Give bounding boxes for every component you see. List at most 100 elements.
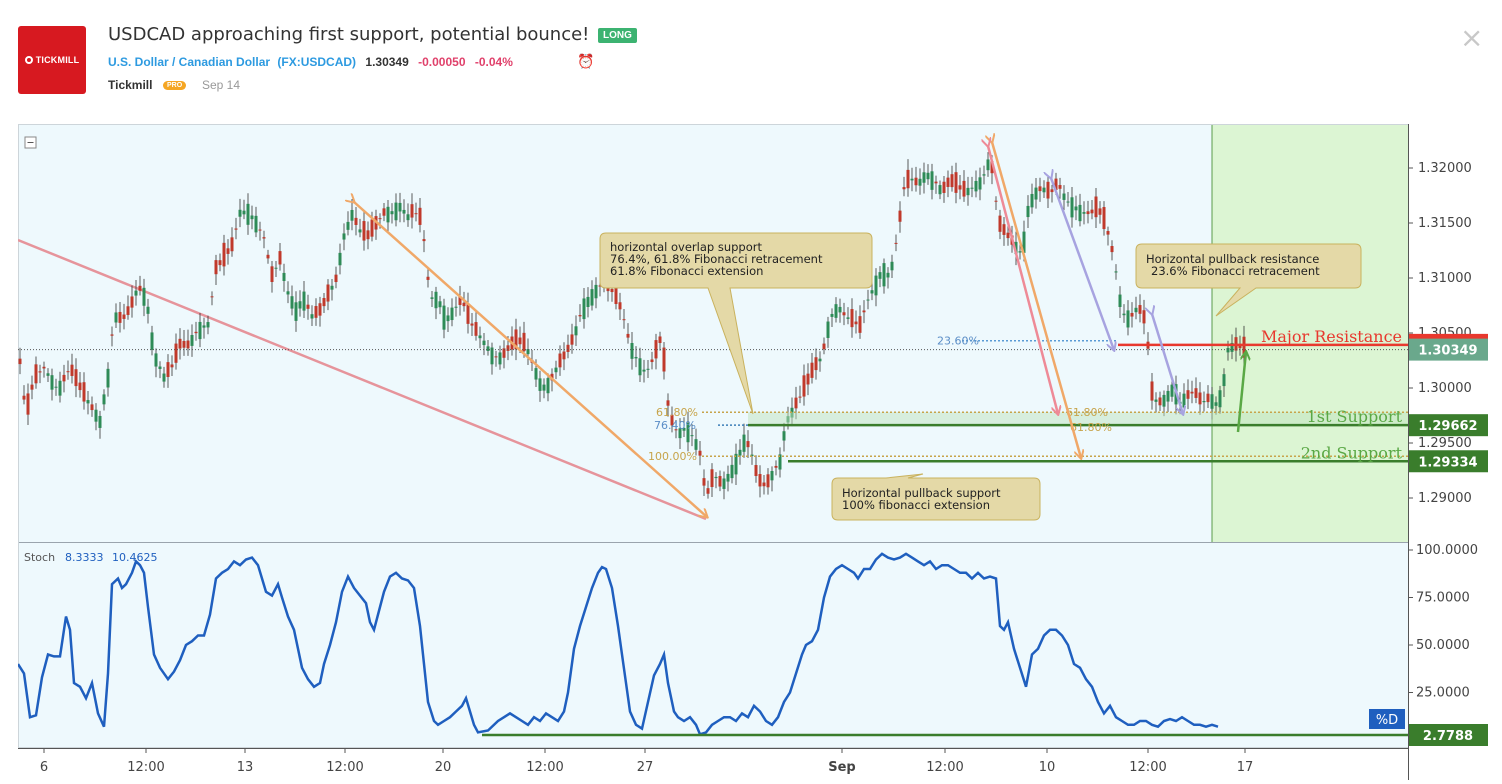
- candle-body: [83, 382, 86, 401]
- annotation-pullback-support[interactable]: Horizontal pullback support 100% fibonac…: [832, 474, 1040, 520]
- candle-body: [291, 296, 294, 308]
- candle-body: [1087, 211, 1090, 214]
- candle-body: [771, 471, 774, 480]
- candle-body: [371, 219, 374, 236]
- candle-body: [931, 171, 934, 190]
- candle-body: [79, 383, 82, 390]
- alarm-clock-icon[interactable]: ⏰: [577, 54, 594, 70]
- candle-body: [639, 358, 642, 375]
- candle-body: [559, 354, 562, 368]
- candle-body: [723, 479, 726, 489]
- candle-body: [47, 373, 50, 376]
- candle-body: [823, 344, 826, 350]
- candle-body: [623, 319, 626, 320]
- symbol-name-link[interactable]: U.S. Dollar / Canadian Dollar: [108, 55, 270, 69]
- stoch-last-value: 2.7788: [1423, 729, 1473, 744]
- candle-body: [111, 334, 114, 335]
- candle-body: [19, 359, 22, 364]
- candle-body: [463, 303, 466, 306]
- candle-body: [323, 298, 326, 306]
- time-tick-label: 12:00: [526, 760, 563, 775]
- major-resistance-label: Major Resistance: [1261, 327, 1402, 346]
- candle-body: [499, 352, 502, 364]
- candle-body: [691, 435, 694, 436]
- candle-body: [1199, 393, 1202, 405]
- candle-body: [35, 364, 38, 383]
- candle-body: [1191, 392, 1194, 394]
- candle-body: [39, 371, 42, 372]
- candle-body: [1051, 189, 1054, 192]
- first-support-label: 1st Support: [1307, 407, 1403, 426]
- price-tags: 1.303921.296621.293341.30349: [1409, 334, 1488, 472]
- candle-body: [863, 311, 866, 313]
- candle-body: [211, 296, 214, 297]
- candle-body: [1039, 186, 1042, 191]
- close-icon[interactable]: ×: [1460, 24, 1483, 52]
- candle-body: [475, 322, 478, 336]
- price-change-pct: -0.04%: [475, 55, 513, 69]
- candle-body: [707, 488, 710, 494]
- candle-body: [1215, 402, 1218, 406]
- author-name[interactable]: Tickmill: [108, 78, 152, 92]
- candle-body: [215, 260, 218, 274]
- candle-body: [1223, 374, 1226, 386]
- candle-body: [43, 367, 46, 369]
- candle-body: [887, 273, 890, 278]
- stoch-axis-ticks: 100.0000 75.0000 50.0000 25.0000: [1408, 543, 1478, 701]
- time-tick-label: 17: [1237, 760, 1254, 775]
- fib-label-618-left: 61.80%: [656, 406, 698, 419]
- candle-body: [915, 178, 918, 186]
- candle-body: [51, 375, 54, 389]
- candle-body: [999, 216, 1002, 232]
- candle-body: [987, 159, 990, 170]
- candle-body: [699, 451, 702, 456]
- candle-body: [747, 441, 750, 447]
- symbol-code-link[interactable]: (FX:USDCAD): [277, 55, 356, 69]
- idea-title: USDCAD approaching first support, potent…: [108, 24, 589, 45]
- candle-body: [667, 400, 670, 405]
- price-tag-label: 1.29662: [1418, 419, 1477, 434]
- stoch-tick-label: 100.0000: [1416, 543, 1478, 558]
- candle-body: [819, 359, 822, 362]
- candle-body: [647, 369, 650, 370]
- candle-body: [815, 357, 818, 370]
- candle-body: [543, 385, 546, 391]
- candle-body: [967, 188, 970, 195]
- price-tick-label: 1.31000: [1418, 271, 1472, 286]
- candle-body: [947, 178, 950, 187]
- candle-body: [955, 172, 958, 193]
- candle-body: [1079, 205, 1082, 221]
- candle-body: [1183, 394, 1186, 408]
- candle-body: [319, 303, 322, 315]
- candle-body: [195, 332, 198, 333]
- price-tag-label: 1.30349: [1418, 344, 1477, 359]
- candle-body: [99, 416, 102, 428]
- candle-body: [179, 339, 182, 349]
- stoch-tick-label: 25.0000: [1416, 686, 1470, 701]
- candle-body: [351, 210, 354, 221]
- candle-body: [523, 333, 526, 351]
- candle-body: [259, 230, 262, 231]
- candle-body: [327, 285, 330, 302]
- candle-body: [839, 307, 842, 312]
- candle-body: [563, 352, 566, 360]
- candle-body: [1043, 188, 1046, 193]
- candle-body: [487, 346, 490, 351]
- candle-body: [447, 315, 450, 321]
- candle-body: [339, 253, 342, 265]
- candle-body: [59, 381, 62, 396]
- stoch-k-value: 8.3333: [65, 551, 104, 564]
- candle-body: [1135, 308, 1138, 312]
- candle-body: [1095, 197, 1098, 218]
- candle-body: [635, 357, 638, 358]
- candle-body: [923, 172, 926, 182]
- price-tick-label: 1.31500: [1418, 216, 1472, 231]
- fib-label-618-right-a: 61.80%: [1066, 406, 1108, 419]
- candle-body: [415, 213, 418, 214]
- candle-body: [107, 369, 110, 388]
- candle-body: [903, 187, 906, 189]
- candle-body: [67, 371, 70, 372]
- tickmill-logo: TICKMILL: [18, 26, 86, 94]
- candle-body: [127, 306, 130, 315]
- chart[interactable]: 61.80% 76.40% 100.00% 23.60% 61.80% 61.8…: [18, 124, 1490, 780]
